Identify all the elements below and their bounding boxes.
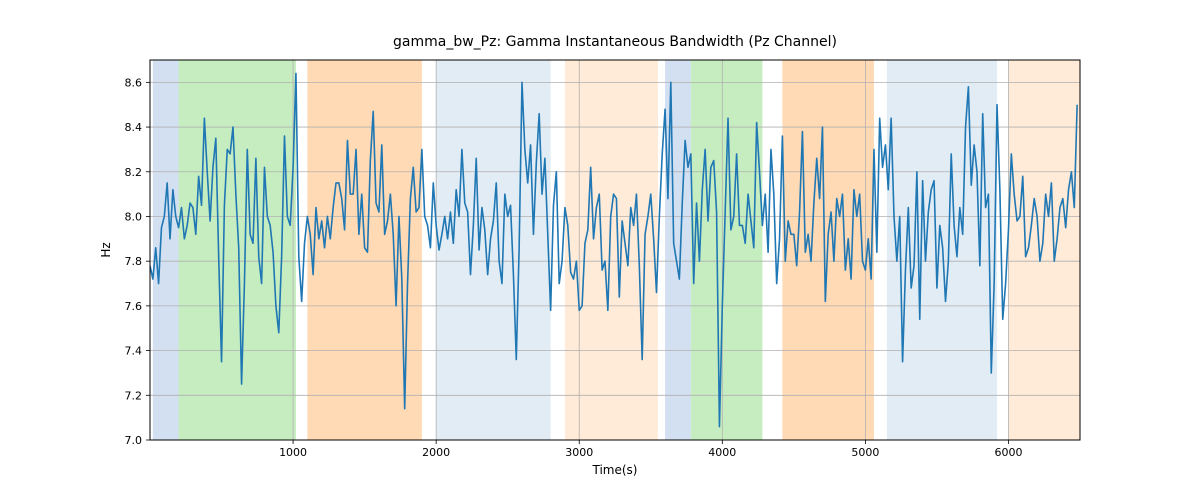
chart-container: 1000 2000 3000 4000 5000 6000 7.0 7.2 7.4 7.6 7.8 8… [0,0,1200,500]
shaded-region [665,60,691,440]
ytick-label: 8.2 [125,166,143,179]
ytick-label: 7.8 [125,255,143,268]
xtick-label: 6000 [994,446,1022,459]
ytick-label: 7.6 [125,300,143,313]
ytick-label: 7.2 [125,389,143,402]
line-chart: 1000 2000 3000 4000 5000 6000 7.0 7.2 7.4 7.6 7.8 8… [0,0,1200,500]
shaded-region [436,60,550,440]
y-axis-label: Hz [99,242,113,257]
xtick-label: 5000 [851,446,879,459]
x-axis-label: Time(s) [592,463,638,477]
xtick-label: 2000 [422,446,450,459]
xtick-label: 3000 [565,446,593,459]
xtick-label: 4000 [708,446,736,459]
ytick-label: 7.4 [125,345,143,358]
shaded-region [1008,60,1080,440]
chart-title: gamma_bw_Pz: Gamma Instantaneous Bandwid… [393,34,837,50]
shaded-region [153,60,179,440]
ytick-label: 8.6 [125,76,143,89]
shaded-region [691,60,763,440]
ytick-label: 8.0 [125,210,143,223]
shaded-region [179,60,296,440]
xtick-label: 1000 [279,446,307,459]
ytick-label: 7.0 [125,434,143,447]
ytick-label: 8.4 [125,121,143,134]
